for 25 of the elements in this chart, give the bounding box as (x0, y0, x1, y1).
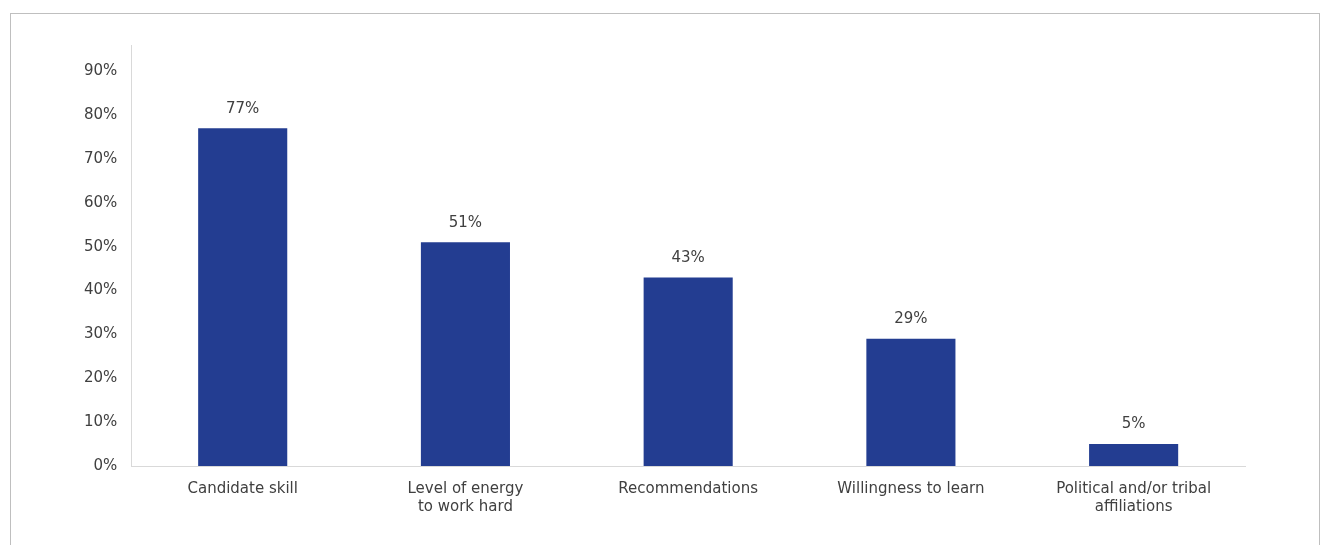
bar (198, 128, 288, 466)
bar (643, 277, 733, 466)
y-tick-label: 60% (84, 192, 118, 211)
data-label: 43% (671, 247, 705, 266)
y-tick-label: 80% (84, 105, 118, 124)
x-tick-label: Willingness to learn (837, 478, 985, 497)
y-tick-label: 30% (84, 324, 118, 343)
bar (866, 338, 956, 466)
x-tick-label: Candidate skill (187, 478, 298, 497)
y-tick-label: 90% (84, 61, 118, 80)
bar (1089, 444, 1179, 466)
y-tick-label: 20% (84, 368, 118, 387)
y-tick-label: 70% (84, 148, 118, 167)
data-label: 5% (1121, 414, 1146, 433)
x-tick-label: Level of energy to work hard (407, 478, 524, 515)
x-tick-label: Political and/or tribal affiliations (1056, 478, 1212, 515)
x-tick-label: Recommendations (618, 478, 759, 497)
data-label: 51% (448, 212, 483, 231)
y-tick-label: 0% (93, 455, 118, 474)
bar (420, 242, 510, 466)
data-label: 29% (894, 309, 928, 328)
y-tick-label: 10% (84, 412, 118, 431)
data-label: 77% (226, 98, 260, 117)
y-tick-label: 50% (84, 236, 118, 255)
y-tick-label: 40% (84, 280, 118, 299)
